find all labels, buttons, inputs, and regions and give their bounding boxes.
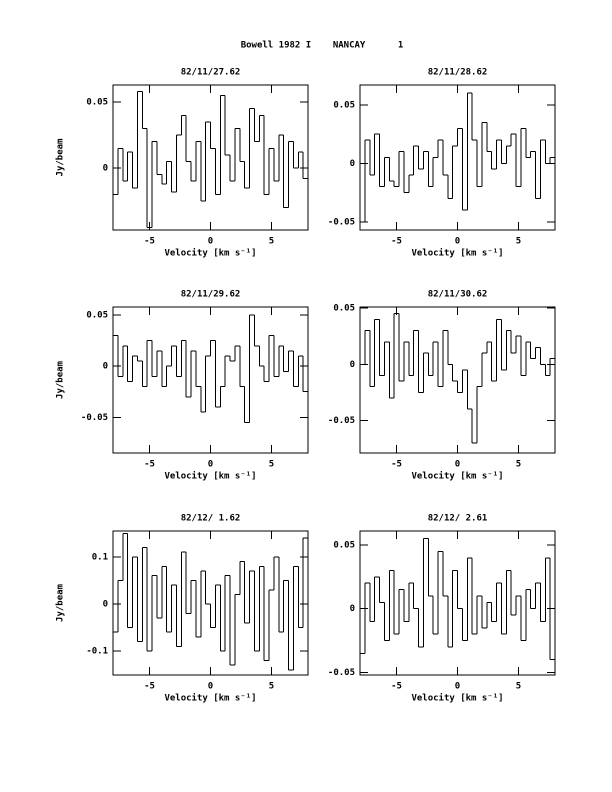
panel-title: 82/12/ 2.61 [428, 514, 488, 524]
x-tick-label: 0 [455, 460, 460, 470]
plot-area [360, 313, 555, 444]
x-tick-label: 0 [455, 682, 460, 692]
x-axis-label: Velocity [km s⁻¹] [411, 248, 503, 259]
x-tick-label: 5 [516, 460, 521, 470]
x-axis-label: Velocity [km s⁻¹] [164, 693, 256, 704]
y-tick-label: 0 [103, 599, 108, 609]
y-tick-label: 0.05 [86, 311, 108, 321]
y-tick-label: -0.05 [328, 668, 355, 678]
panel-title: 82/11/30.62 [428, 290, 488, 300]
plot-area [113, 314, 308, 423]
x-tick-label: 0 [208, 682, 213, 692]
x-tick-label: -5 [144, 460, 155, 470]
x-tick-label: -5 [391, 460, 402, 470]
panel-title: 82/11/27.62 [181, 68, 241, 78]
y-tick-label: -0.05 [328, 416, 355, 426]
plot-area [360, 92, 555, 223]
x-axis-label: Velocity [km s⁻¹] [164, 248, 256, 259]
y-tick-label: -0.05 [328, 217, 355, 227]
x-tick-label: -5 [391, 682, 402, 692]
y-tick-label: 0 [103, 164, 108, 174]
panel-title: 82/11/29.62 [181, 290, 241, 300]
x-axis-label: Velocity [km s⁻¹] [164, 471, 256, 482]
y-tick-label: 0.1 [92, 552, 108, 562]
y-axis-label: Jy/beam [56, 360, 66, 399]
x-tick-label: -5 [144, 237, 155, 247]
plot-area [113, 91, 308, 228]
y-axis-label: Jy/beam [56, 583, 66, 622]
x-tick-label: 5 [269, 460, 274, 470]
y-tick-label: 0 [103, 362, 108, 372]
y-tick-label: -0.05 [81, 413, 108, 423]
y-tick-label: 0.05 [333, 304, 355, 314]
x-axis-label: Velocity [km s⁻¹] [411, 693, 503, 704]
x-tick-label: 0 [455, 237, 460, 247]
y-tick-label: 0.05 [333, 100, 355, 110]
panel-title: 82/12/ 1.62 [181, 514, 241, 524]
x-tick-label: 5 [516, 237, 521, 247]
y-tick-label: -0.1 [86, 647, 108, 657]
y-axis-label: Jy/beam [56, 138, 66, 177]
x-tick-label: 5 [269, 237, 274, 247]
plot-area [360, 538, 555, 661]
y-tick-label: 0 [350, 360, 355, 370]
x-tick-label: -5 [144, 682, 155, 692]
y-tick-label: 0.05 [86, 98, 108, 108]
x-tick-label: -5 [391, 237, 402, 247]
y-tick-label: 0 [350, 604, 355, 614]
x-tick-label: 0 [208, 460, 213, 470]
x-tick-label: 5 [516, 682, 521, 692]
y-tick-label: 0 [350, 159, 355, 169]
x-axis-label: Velocity [km s⁻¹] [411, 471, 503, 482]
y-tick-label: 0.05 [333, 541, 355, 551]
plot-area [113, 532, 308, 671]
x-tick-label: 0 [208, 237, 213, 247]
x-tick-label: 5 [269, 682, 274, 692]
panel-title: 82/11/28.62 [428, 68, 488, 78]
page-title: Bowell 1982 I NANCAY 1 [241, 41, 404, 51]
